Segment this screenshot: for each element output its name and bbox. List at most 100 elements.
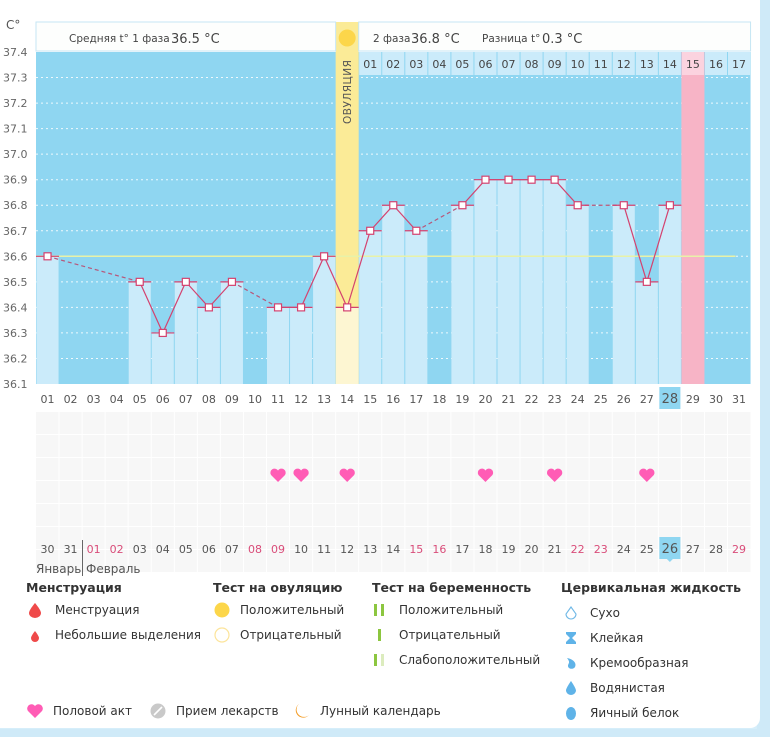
- top-day-cell: [405, 52, 428, 75]
- dry-drop-outline-icon: [563, 605, 581, 621]
- heart-icon: [639, 468, 655, 482]
- cycle-day-label: 27: [640, 393, 654, 406]
- temperature-line-segment: [369, 204, 394, 232]
- calendar-date-label: 20: [525, 543, 539, 556]
- calendar-date-label: 04: [156, 543, 170, 556]
- top-day-cell: [728, 52, 751, 75]
- diff-value: 0.3 °C: [542, 32, 582, 47]
- temperature-bar: [313, 256, 336, 384]
- cycle-day-label: 23: [548, 393, 562, 406]
- calendar-date-label: 05: [179, 543, 193, 556]
- calendar-date-label: 03: [133, 543, 147, 556]
- top-day-label: 14: [663, 58, 677, 71]
- heart-icon: [477, 468, 494, 482]
- y-tick-label: 36.5: [3, 276, 28, 289]
- cycle-day-label: 02: [64, 393, 78, 406]
- cycle-day-label: 05: [133, 393, 147, 406]
- legend-pregnancy-negative: Отрицательный: [372, 627, 501, 643]
- temperature-bar: [612, 205, 635, 384]
- temperature-point: [504, 175, 513, 184]
- heart-icon: [339, 468, 355, 482]
- top-day-label: 08: [525, 58, 539, 71]
- y-tick-label: 36.4: [3, 301, 28, 314]
- legend-spotting: Небольшие выделения: [28, 627, 201, 643]
- sticky-hourglass-icon: [563, 630, 581, 646]
- legend-medication: Прием лекарств: [149, 703, 279, 719]
- cycle-day-label: 07: [179, 393, 193, 406]
- bbt-chart: Средняя t° 1 фаза 36.5 °C 2 фаза 36.8 °C Раз…: [3, 18, 752, 572]
- top-day-label: 02: [386, 58, 400, 71]
- phase2-label: 2 фаза: [373, 33, 410, 45]
- temperature-line-segment: [300, 256, 325, 308]
- legend-item-label: Прием лекарств: [176, 704, 279, 718]
- temperature-bar: [359, 230, 382, 384]
- creamy-drop-icon: [563, 655, 581, 671]
- y-tick-label: 37.4: [3, 46, 28, 59]
- top-day-label: 13: [640, 58, 654, 71]
- temperature-bar: [36, 256, 59, 384]
- temperature-point: [412, 226, 421, 235]
- top-day-label: 01: [363, 58, 377, 71]
- calendar-date-label: 07: [225, 543, 239, 556]
- temperature-point: [389, 201, 398, 210]
- calendar-date-label: 30: [41, 543, 55, 556]
- y-tick-label: 37.0: [3, 148, 28, 161]
- calendar-date-label: 24: [617, 543, 631, 556]
- temperature-bar: [290, 307, 313, 384]
- y-tick-label: 37.2: [3, 97, 28, 110]
- calendar-date-label: 21: [548, 543, 562, 556]
- cycle-day-label: 10: [248, 393, 262, 406]
- calendar-date-label: 15: [409, 543, 423, 556]
- legend-cervical-title: Цервикальная жидкость: [561, 580, 742, 595]
- temperature-bar: [405, 230, 428, 384]
- temperature-bar: [520, 179, 543, 384]
- calendar-date-label: 25: [640, 543, 654, 556]
- cycle-day-label: 06: [156, 393, 170, 406]
- cycle-day-label: 20: [478, 393, 492, 406]
- temperature-bar: [566, 205, 589, 384]
- top-day-label: 10: [571, 58, 585, 71]
- temperature-bar: [151, 332, 174, 384]
- cycle-day-label: 16: [386, 393, 400, 406]
- legend-ovulation-negative: Отрицательный: [213, 627, 342, 643]
- temperature-bar: [474, 179, 497, 384]
- top-day-cell: [497, 52, 520, 75]
- cycle-day-label: 31: [732, 393, 746, 406]
- pill-icon: [149, 703, 167, 719]
- filled-circle-icon: [213, 602, 231, 618]
- legend-item-label: Клейкая: [590, 631, 644, 645]
- events-panel: [36, 412, 751, 572]
- cycle-day-label: 11: [271, 393, 285, 406]
- temperature-line-segment: [208, 281, 233, 308]
- top-day-label: 09: [548, 58, 562, 71]
- temperature-bar: [220, 281, 243, 384]
- temperature-point: [343, 303, 352, 312]
- temperature-bar: [267, 307, 290, 384]
- legend-ovulation-test-title: Тест на овуляцию: [213, 580, 343, 595]
- y-tick-label: 36.1: [3, 378, 28, 391]
- current-day-highlight: [659, 387, 681, 409]
- temperature-point: [573, 201, 582, 210]
- top-day-cell: [635, 52, 658, 75]
- top-day-label: 03: [409, 58, 423, 71]
- temperature-point: [135, 277, 144, 286]
- y-tick-label: 37.1: [3, 123, 28, 136]
- top-day-cell: [474, 52, 497, 75]
- page-scroll-track: [757, 0, 770, 737]
- y-axis-unit: C°: [6, 18, 20, 32]
- legend-menstruation-title: Менструация: [26, 580, 122, 595]
- temperature-point: [366, 226, 375, 235]
- temperature-bar: [658, 205, 681, 384]
- legend-item-label: Положительный: [399, 603, 504, 617]
- cycle-day-label: 01: [41, 393, 55, 406]
- temperature-point: [227, 277, 237, 286]
- cycle-day-label: 09: [225, 393, 239, 406]
- blood-drop-icon: [28, 602, 46, 618]
- cycle-day-label: 24: [571, 393, 585, 406]
- legend-cervical-eggwhite: Яичный белок: [563, 705, 679, 721]
- legend-pregnancy-positive: Положительный: [372, 602, 503, 618]
- cycle-day-label: 15: [363, 393, 377, 406]
- temperature-point: [665, 201, 674, 210]
- ovulation-label: ОВУЛЯЦИЯ: [342, 60, 354, 124]
- calendar-date-label: 18: [478, 543, 492, 556]
